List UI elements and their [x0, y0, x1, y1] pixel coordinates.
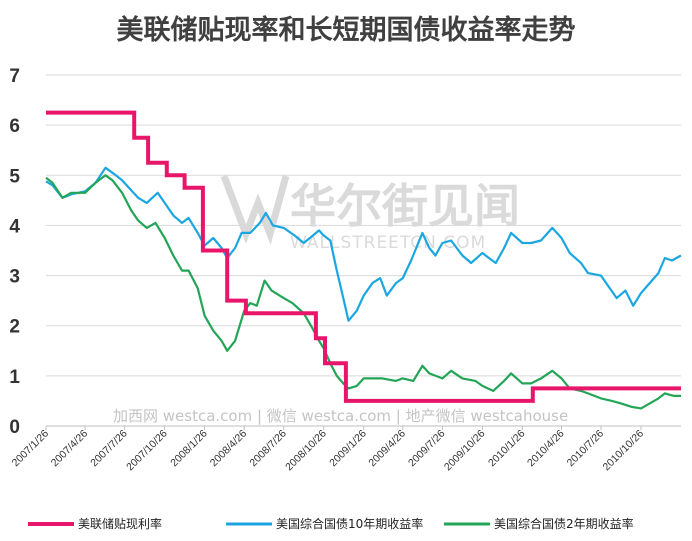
y-tick-label: 5	[9, 166, 20, 187]
x-tick-label: 2007/7/26	[88, 428, 130, 470]
x-tick-label: 2008/1/26	[168, 428, 210, 470]
x-tick-label: 2007/4/26	[49, 428, 91, 470]
legend-label-1: 美国综合国债10年期收益率	[276, 516, 423, 531]
series-line-0	[46, 110, 681, 403]
x-tick-label: 2008/4/26	[208, 428, 250, 470]
x-tick-label: 2010/7/26	[565, 428, 607, 470]
chart-title: 美联储贴现率和长短期国债收益率走势	[117, 14, 576, 46]
x-tick-label: 2008/10/26	[283, 428, 329, 474]
x-tick-label: 2009/4/26	[366, 428, 408, 470]
watermark-en-text: WALLSTREETCN.COM	[290, 233, 486, 253]
legend-label-2: 美国综合国债2年期收益率	[494, 516, 634, 531]
y-tick-label: 3	[9, 267, 20, 288]
watermark-cn-text: 华尔街见闻	[290, 179, 520, 233]
watermark-logo-icon	[220, 174, 290, 246]
x-tick-label: 2009/7/26	[406, 428, 448, 470]
legend-label-0: 美联储贴现利率	[78, 516, 162, 531]
y-tick-label: 2	[9, 317, 20, 338]
y-tick-label: 7	[9, 66, 20, 87]
x-tick-label: 2007/10/26	[124, 428, 170, 474]
y-axis-ticks: 0 1 2 3 4 5 6 7	[9, 66, 20, 438]
source-text: 加西网 westca.com | 微信 westca.com | 地产微信 we…	[113, 407, 568, 425]
y-tick-label: 4	[9, 216, 20, 237]
x-tick-label: 2010/10/26	[600, 428, 646, 474]
x-tick-label: 2010/1/26	[486, 428, 528, 470]
series-lines	[45, 110, 682, 410]
x-tick-label: 2009/10/26	[442, 428, 488, 474]
legend: 美联储贴现利率 美国综合国债10年期收益率 美国综合国债2年期收益率	[28, 516, 634, 531]
x-tick-label: 2010/4/26	[525, 428, 567, 470]
y-tick-label: 0	[9, 417, 20, 438]
y-tick-label: 1	[9, 367, 20, 388]
watermark: 华尔街见闻 WALLSTREETCN.COM	[220, 174, 520, 253]
x-tick-label: 2008/7/26	[247, 428, 289, 470]
series-line-1	[45, 166, 682, 322]
x-axis-ticks: 2007/1/262007/4/262007/7/262007/10/26200…	[10, 426, 646, 474]
x-tick-label: 2009/1/26	[327, 428, 369, 470]
y-tick-label: 6	[9, 116, 20, 137]
